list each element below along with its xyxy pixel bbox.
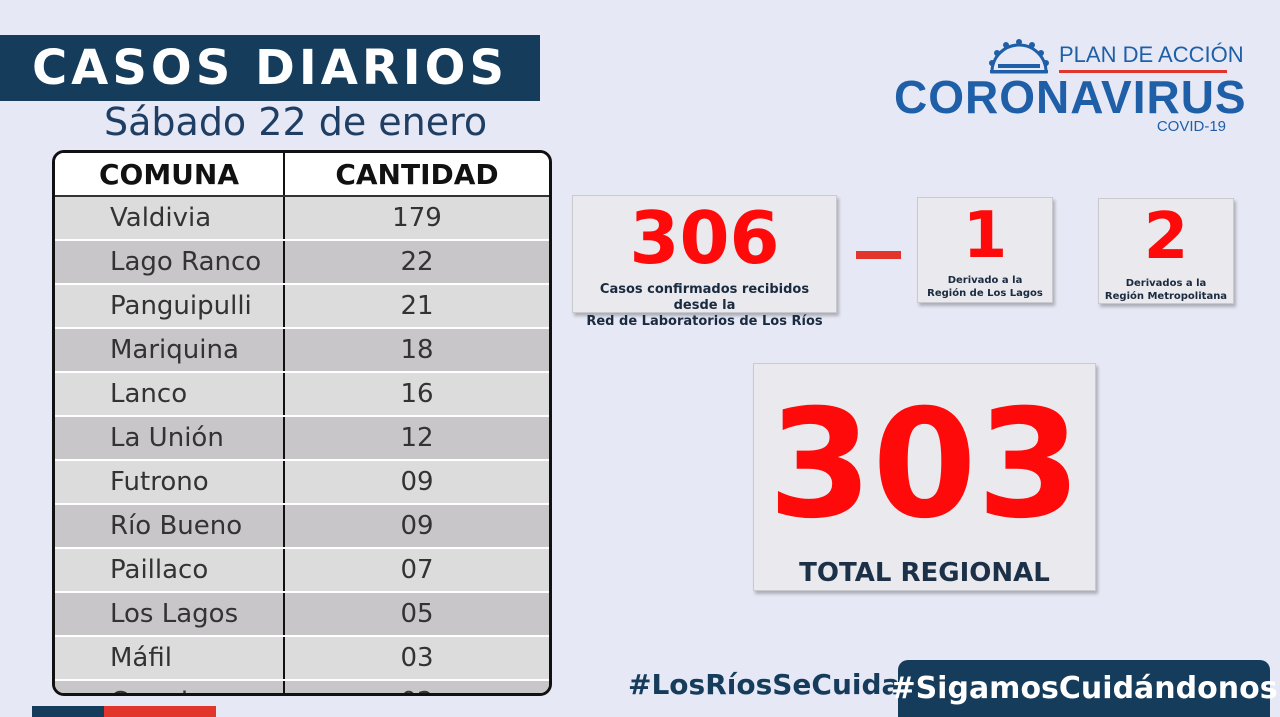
cantidad-cell: 02 [284,680,549,693]
cantidad-cell: 21 [284,284,549,329]
comuna-cell: Río Bueno [55,504,285,549]
comuna-cell: Lago Ranco [55,240,285,285]
cantidad-cell: 16 [284,372,549,417]
table-row: Mariquina 18 [55,328,549,373]
comuna-cell: Futrono [55,460,285,505]
coronavirus-logo: PLAN DE ACCIÓN CORONAVIRUS COVID-19 [894,34,1246,139]
table-row: Panguipulli 21 [55,284,549,329]
derived-metro-value: 2 [1143,200,1189,274]
lagos-label-line1: Derivado a la [947,275,1023,286]
logo-covid-text: COVID-19 [1156,118,1226,135]
table-row: Los Lagos 05 [55,592,549,637]
comuna-cell: Mariquina [55,328,285,373]
lagos-label-line2: Región de Los Lagos [927,288,1043,299]
hashtag-sigamos-banner: #SigamosCuidándonos [890,660,1278,717]
comuna-cell: Lanco [55,372,285,417]
derived-lagos-label: Derivado a la Región de Los Lagos [918,274,1052,300]
cantidad-cell: 03 [284,636,549,681]
table-row: Futrono 09 [55,460,549,505]
table-row: Lago Ranco 22 [55,240,549,285]
metro-label-line1: Derivados a la [1125,278,1207,289]
total-regional-card: 303 TOTAL REGIONAL [753,363,1096,591]
logo-plan-text: PLAN DE ACCIÓN [1059,42,1244,67]
table-row: Máfil 03 [55,636,549,681]
confirmed-cases-label: Casos confirmados recibidos desde la Red… [573,282,836,330]
metro-label-line2: Región Metropolitana [1104,291,1228,302]
table-row: La Unión 12 [55,416,549,461]
comuna-cell: Paillaco [55,548,285,593]
cantidad-cell: 05 [284,592,549,637]
hashtag-los-rios: #LosRíosSeCuida [628,668,901,701]
table-row: Corral 02 [55,680,549,693]
cantidad-cell: 179 [284,196,549,241]
table-row: Lanco 16 [55,372,549,417]
cantidad-cell: 09 [284,460,549,505]
table-row: Valdivia 179 [55,196,549,241]
page-title: CASOS DIARIOS [0,35,540,101]
cantidad-cell: 18 [284,328,549,373]
table-header-row: COMUNA CANTIDAD [55,153,549,197]
derived-metro-card: 2 Derivados a la Región Metropolitana [1098,198,1234,304]
hashtag-sigamos-text: #SigamosCuidándonos [890,671,1278,706]
comuna-cell: Máfil [55,636,285,681]
cantidad-cell: 22 [284,240,549,285]
comuna-cell: Corral [55,680,285,693]
table-row: Paillaco 07 [55,548,549,593]
logo-underline [1059,70,1227,73]
cantidad-cell: 07 [284,548,549,593]
confirmed-cases-card: 306 Casos confirmados recibidos desde la… [572,195,837,329]
total-regional-label: TOTAL REGIONAL [799,558,1050,588]
column-header-cantidad: CANTIDAD [284,153,549,197]
footer-stripe-blue [32,706,104,717]
page-title-text: CASOS DIARIOS [31,40,509,96]
logo-coronavirus-text: CORONAVIRUS [894,71,1247,123]
table-row: Río Bueno 09 [55,504,549,549]
confirmed-cases-value: 306 [629,196,780,280]
derived-lagos-card: 1 Derivado a la Región de Los Lagos [917,197,1053,303]
cantidad-cell: 12 [284,416,549,461]
comuna-cell: Los Lagos [55,592,285,637]
derived-lagos-value: 1 [962,199,1008,273]
column-header-comuna: COMUNA [55,153,285,197]
comuna-cell: Panguipulli [55,284,285,329]
footer-stripe-red [104,706,216,717]
derived-metro-label: Derivados a la Región Metropolitana [1099,277,1233,303]
comuna-cell: Valdivia [55,196,285,241]
cantidad-cell: 09 [284,504,549,549]
minus-sign [856,251,901,259]
confirmed-label-line1: Casos confirmados recibidos desde la [599,282,810,313]
date-subtitle: Sábado 22 de enero [104,100,488,144]
cases-table: COMUNA CANTIDAD Valdivia 179 Lago Ranco … [52,150,552,696]
confirmed-label-line2: Red de Laboratorios de Los Ríos [586,314,823,329]
virus-sun-icon [989,39,1049,74]
comuna-cell: La Unión [55,416,285,461]
total-regional-value: 303 [767,378,1082,552]
